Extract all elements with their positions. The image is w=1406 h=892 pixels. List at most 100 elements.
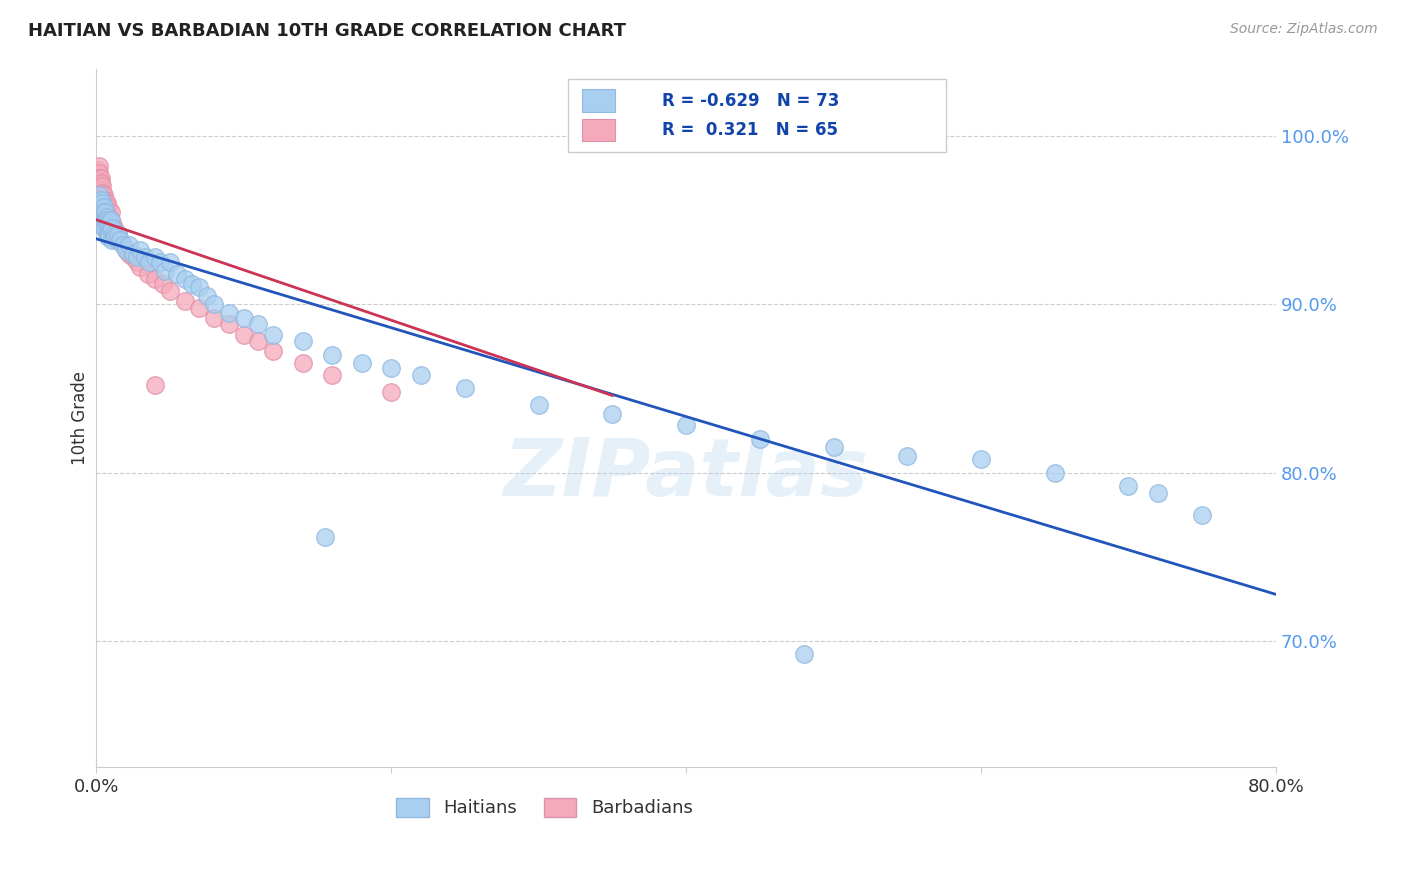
Point xyxy=(380,361,402,376)
Point xyxy=(166,267,188,281)
Point xyxy=(93,202,115,217)
Point xyxy=(91,193,114,207)
Point xyxy=(94,193,117,207)
Point xyxy=(159,255,181,269)
Point xyxy=(86,171,108,186)
Point xyxy=(134,250,156,264)
Point xyxy=(1118,479,1140,493)
Point xyxy=(90,196,112,211)
Point xyxy=(97,208,120,222)
Point xyxy=(218,306,240,320)
Point xyxy=(90,202,112,217)
Point xyxy=(89,193,111,207)
Point xyxy=(98,216,121,230)
Point xyxy=(127,250,149,264)
Point xyxy=(86,162,108,177)
Point xyxy=(143,272,166,286)
Point xyxy=(159,284,181,298)
FancyBboxPatch shape xyxy=(582,119,616,141)
Point xyxy=(89,204,111,219)
Point xyxy=(173,293,195,308)
Point xyxy=(96,210,118,224)
Point xyxy=(232,327,254,342)
Point xyxy=(602,407,624,421)
Point xyxy=(96,211,118,226)
Point xyxy=(86,196,108,211)
Point xyxy=(122,246,145,260)
Point xyxy=(454,381,477,395)
Point xyxy=(114,244,136,258)
Point xyxy=(97,230,120,244)
FancyBboxPatch shape xyxy=(568,79,946,153)
Point xyxy=(98,210,121,224)
Point xyxy=(97,221,120,235)
Point xyxy=(173,272,195,286)
Point xyxy=(90,210,112,224)
Point xyxy=(90,176,112,190)
Point xyxy=(104,227,127,241)
Point xyxy=(91,200,114,214)
Point xyxy=(100,213,122,227)
Point xyxy=(89,187,111,202)
Point xyxy=(93,221,115,235)
Point xyxy=(98,227,121,241)
Point xyxy=(93,196,115,211)
Point xyxy=(91,206,114,220)
Text: HAITIAN VS BARBADIAN 10TH GRADE CORRELATION CHART: HAITIAN VS BARBADIAN 10TH GRADE CORRELAT… xyxy=(28,22,626,40)
Point xyxy=(247,318,270,332)
Point xyxy=(114,244,136,258)
Point xyxy=(232,310,254,325)
Point xyxy=(105,233,128,247)
Point xyxy=(96,216,118,230)
Point xyxy=(823,441,845,455)
Point xyxy=(1191,508,1213,522)
Point xyxy=(155,263,177,277)
Point xyxy=(122,250,145,264)
Point xyxy=(90,183,112,197)
Point xyxy=(96,227,118,241)
Text: R =  0.321   N = 65: R = 0.321 N = 65 xyxy=(662,121,838,139)
Point xyxy=(152,277,174,291)
Point xyxy=(101,221,124,235)
Text: ZIPatlas: ZIPatlas xyxy=(503,434,869,513)
Text: R = -0.629   N = 73: R = -0.629 N = 73 xyxy=(662,92,839,110)
Point xyxy=(100,213,122,227)
Point xyxy=(793,648,815,662)
Point xyxy=(96,196,118,211)
Point xyxy=(970,452,993,467)
Point xyxy=(262,327,284,342)
Point xyxy=(129,260,152,275)
Point xyxy=(748,432,770,446)
Point xyxy=(93,200,115,214)
Point xyxy=(94,204,117,219)
Point xyxy=(117,246,139,260)
Point xyxy=(143,378,166,392)
Point xyxy=(149,255,172,269)
Point xyxy=(89,204,111,219)
Point xyxy=(247,334,270,349)
Point xyxy=(129,244,152,258)
Point xyxy=(100,223,122,237)
Text: Source: ZipAtlas.com: Source: ZipAtlas.com xyxy=(1230,22,1378,37)
Point xyxy=(409,368,432,382)
Point xyxy=(107,227,129,241)
Point xyxy=(101,216,124,230)
Point xyxy=(94,200,117,214)
Point xyxy=(218,318,240,332)
Point xyxy=(89,200,111,214)
Point xyxy=(91,204,114,219)
Point xyxy=(94,221,117,235)
Point xyxy=(896,449,918,463)
Point xyxy=(321,348,343,362)
Point xyxy=(321,368,343,382)
Point xyxy=(96,202,118,217)
Point xyxy=(93,216,115,230)
Y-axis label: 10th Grade: 10th Grade xyxy=(72,371,89,465)
Point xyxy=(91,196,114,211)
Point xyxy=(602,132,624,146)
Point xyxy=(527,398,550,412)
Point xyxy=(103,221,125,235)
Point xyxy=(86,187,108,202)
FancyBboxPatch shape xyxy=(582,89,616,112)
Point xyxy=(91,186,114,200)
